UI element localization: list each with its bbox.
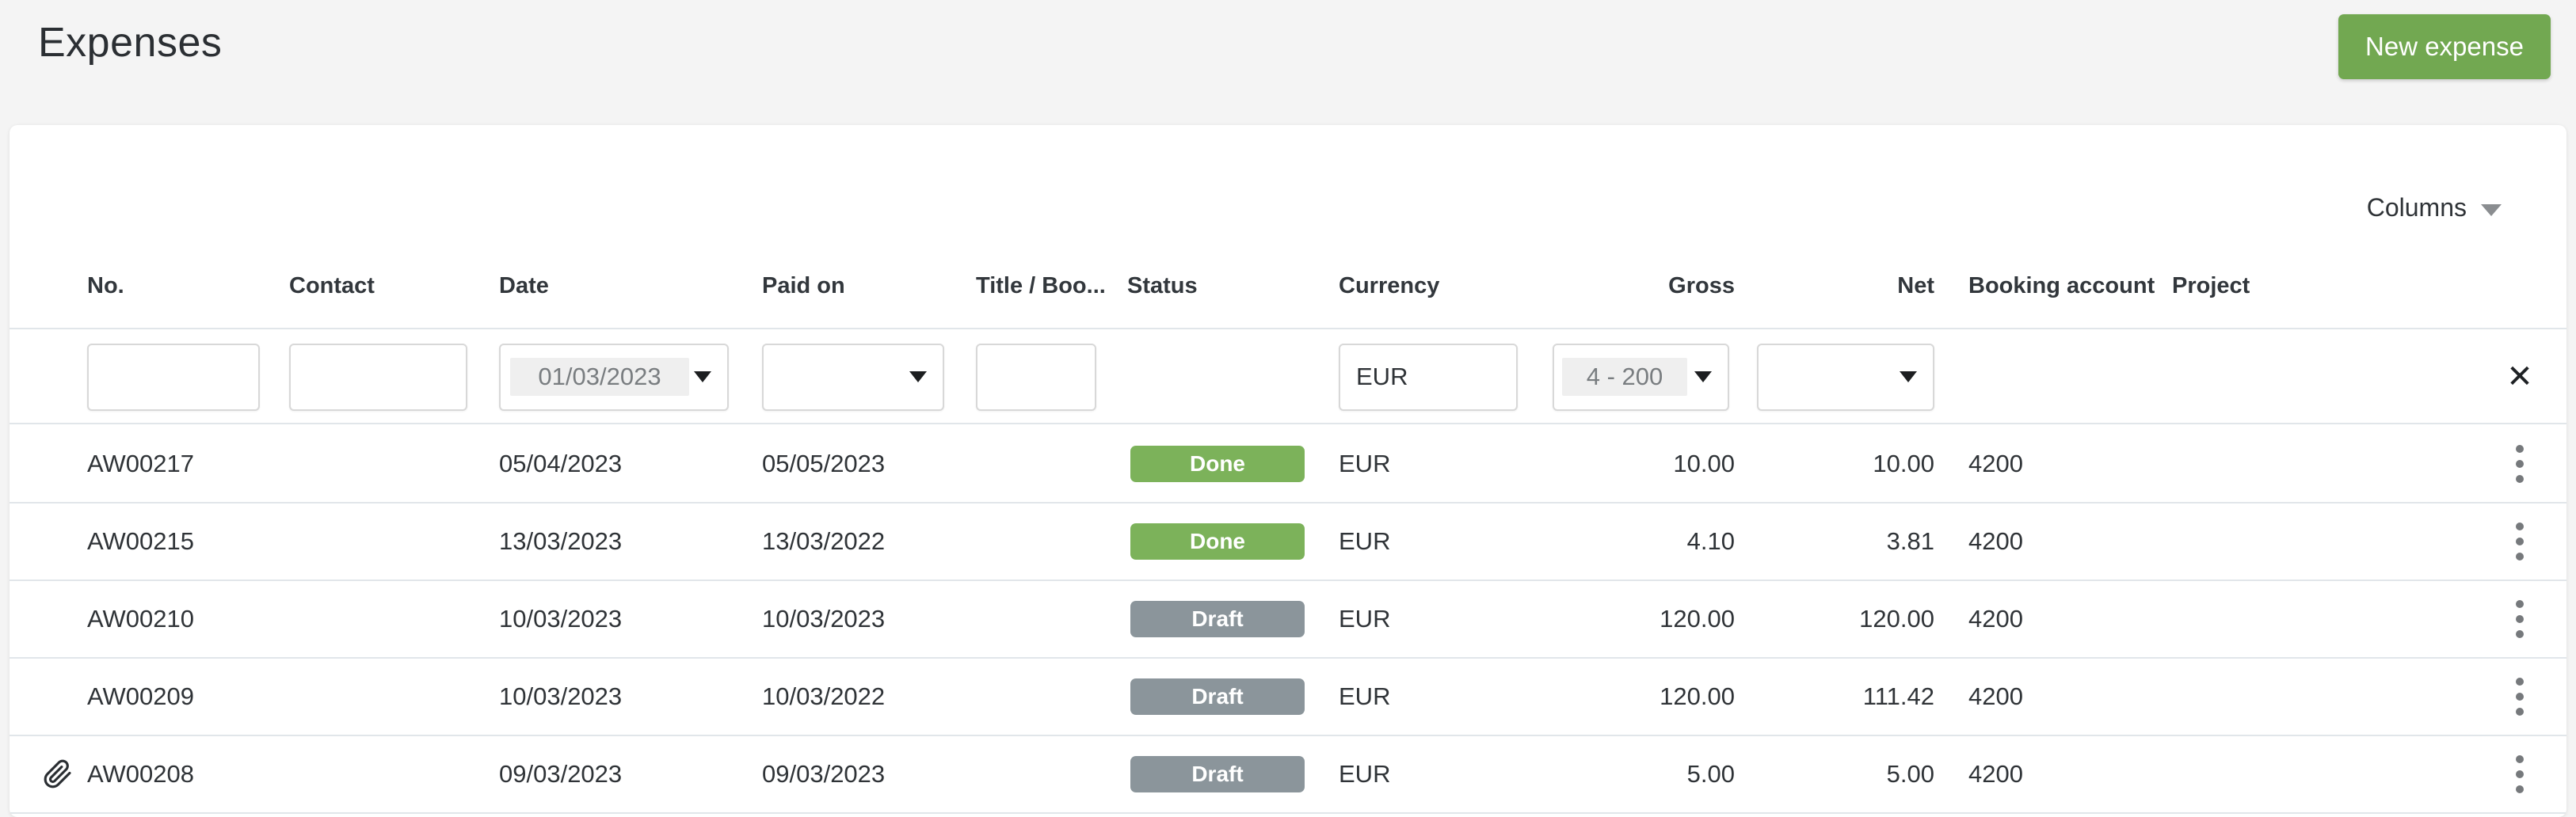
- cell-paid-on: 13/03/2022: [762, 527, 886, 555]
- table-row[interactable]: AW00217 05/04/2023 05/05/2023 Done EUR 1…: [10, 426, 2566, 504]
- expenses-table-card: Columns No. Contact Date Paid on Title /…: [10, 125, 2566, 817]
- columns-label: Columns: [2366, 193, 2467, 222]
- attachment-cell: [10, 682, 87, 712]
- attachment-cell: [10, 604, 87, 634]
- cell-gross: 120.00: [1660, 605, 1735, 633]
- cell-paid-on: 09/03/2023: [762, 760, 886, 788]
- row-menu-button[interactable]: [2505, 747, 2535, 801]
- attachment-cell: [10, 759, 87, 789]
- filter-date-chip: 01/03/2023: [510, 358, 689, 396]
- cell-no: AW00217: [87, 450, 194, 477]
- row-menu-button[interactable]: [2505, 437, 2535, 491]
- cell-net: 120.00: [1859, 605, 1934, 633]
- table-row[interactable]: AW00210 10/03/2023 10/03/2023 Draft EUR …: [10, 581, 2566, 659]
- header-date: Date: [499, 272, 549, 298]
- dropdown-caret-icon: [909, 371, 927, 382]
- cell-currency: EUR: [1339, 527, 1391, 555]
- cell-date: 13/03/2023: [499, 527, 623, 555]
- cell-net: 111.42: [1862, 682, 1934, 710]
- row-menu-button[interactable]: [2505, 515, 2535, 568]
- cell-booking-account: 4200: [1968, 527, 2023, 555]
- cell-no: AW00210: [87, 605, 194, 633]
- cell-no: AW00209: [87, 682, 194, 710]
- header-gross: Gross: [1668, 272, 1735, 298]
- filter-no-input[interactable]: [87, 343, 260, 411]
- cell-currency: EUR: [1339, 605, 1391, 633]
- header-no: No.: [87, 272, 124, 298]
- top-bar: Expenses New expense: [0, 0, 2576, 125]
- status-badge: Draft: [1130, 756, 1305, 792]
- cell-gross: 120.00: [1660, 682, 1735, 710]
- filter-net-select[interactable]: [1757, 343, 1934, 411]
- cell-date: 10/03/2023: [499, 682, 623, 710]
- rows-container: AW00217 05/04/2023 05/05/2023 Done EUR 1…: [10, 426, 2566, 814]
- table-row[interactable]: AW00208 09/03/2023 09/03/2023 Draft EUR …: [10, 736, 2566, 814]
- cell-date: 05/04/2023: [499, 450, 623, 477]
- filter-title-input[interactable]: [976, 343, 1096, 411]
- filter-contact-input[interactable]: [289, 343, 467, 411]
- dropdown-caret-icon: [694, 371, 711, 382]
- page-title: Expenses: [38, 20, 223, 66]
- status-badge: Draft: [1130, 678, 1305, 715]
- cell-date: 10/03/2023: [499, 605, 623, 633]
- cell-currency: EUR: [1339, 682, 1391, 710]
- attachment-cell: [10, 449, 87, 479]
- cell-paid-on: 10/03/2022: [762, 682, 886, 710]
- filter-currency-input[interactable]: [1339, 343, 1518, 411]
- cell-net: 3.81: [1886, 527, 1934, 555]
- cell-currency: EUR: [1339, 450, 1391, 477]
- columns-dropdown[interactable]: Columns: [2367, 193, 2502, 222]
- attachment-cell: [10, 526, 87, 557]
- cell-no: AW00208: [87, 760, 194, 788]
- cell-paid-on: 05/05/2023: [762, 450, 886, 477]
- filter-paid-on-select[interactable]: [762, 343, 944, 411]
- cell-booking-account: 4200: [1968, 682, 2023, 710]
- status-badge: Done: [1130, 446, 1305, 482]
- row-menu-button[interactable]: [2505, 670, 2535, 724]
- filter-row: 01/03/2023 4 - 200 ✕: [10, 331, 2566, 424]
- cell-gross: 10.00: [1673, 450, 1735, 477]
- cell-booking-account: 4200: [1968, 605, 2023, 633]
- header-net: Net: [1897, 272, 1934, 298]
- header-title: Title / Boo...: [976, 272, 1106, 298]
- cell-booking-account: 4200: [1968, 760, 2023, 788]
- cell-date: 09/03/2023: [499, 760, 623, 788]
- table-row[interactable]: AW00215 13/03/2023 13/03/2022 Done EUR 4…: [10, 504, 2566, 581]
- new-expense-button[interactable]: New expense: [2338, 14, 2551, 79]
- header-paid-on: Paid on: [762, 272, 845, 298]
- table-header-row: No. Contact Date Paid on Title / Boo... …: [10, 244, 2566, 329]
- cell-paid-on: 10/03/2023: [762, 605, 886, 633]
- cell-gross: 5.00: [1686, 760, 1735, 788]
- clear-filters-button[interactable]: ✕: [2506, 359, 2533, 394]
- filter-gross-range-chip: 4 - 200: [1562, 358, 1687, 396]
- filter-date-select[interactable]: 01/03/2023: [499, 343, 729, 411]
- filter-gross-range-select[interactable]: 4 - 200: [1553, 343, 1729, 411]
- dropdown-caret-icon: [1694, 371, 1712, 382]
- header-currency: Currency: [1339, 272, 1440, 298]
- header-booking-account: Booking account: [1968, 272, 2155, 298]
- chevron-down-icon: [2481, 204, 2502, 216]
- header-contact: Contact: [289, 272, 375, 298]
- cell-net: 5.00: [1886, 760, 1934, 788]
- row-menu-button[interactable]: [2505, 592, 2535, 646]
- cell-net: 10.00: [1873, 450, 1934, 477]
- cell-no: AW00215: [87, 527, 194, 555]
- status-badge: Done: [1130, 523, 1305, 560]
- table-row[interactable]: AW00209 10/03/2023 10/03/2022 Draft EUR …: [10, 659, 2566, 736]
- dropdown-caret-icon: [1900, 371, 1917, 382]
- cell-gross: 4.10: [1686, 527, 1735, 555]
- paperclip-icon: [43, 759, 73, 789]
- status-badge: Draft: [1130, 601, 1305, 637]
- header-status: Status: [1127, 272, 1198, 298]
- cell-booking-account: 4200: [1968, 450, 2023, 477]
- header-project: Project: [2172, 272, 2250, 298]
- cell-currency: EUR: [1339, 760, 1391, 788]
